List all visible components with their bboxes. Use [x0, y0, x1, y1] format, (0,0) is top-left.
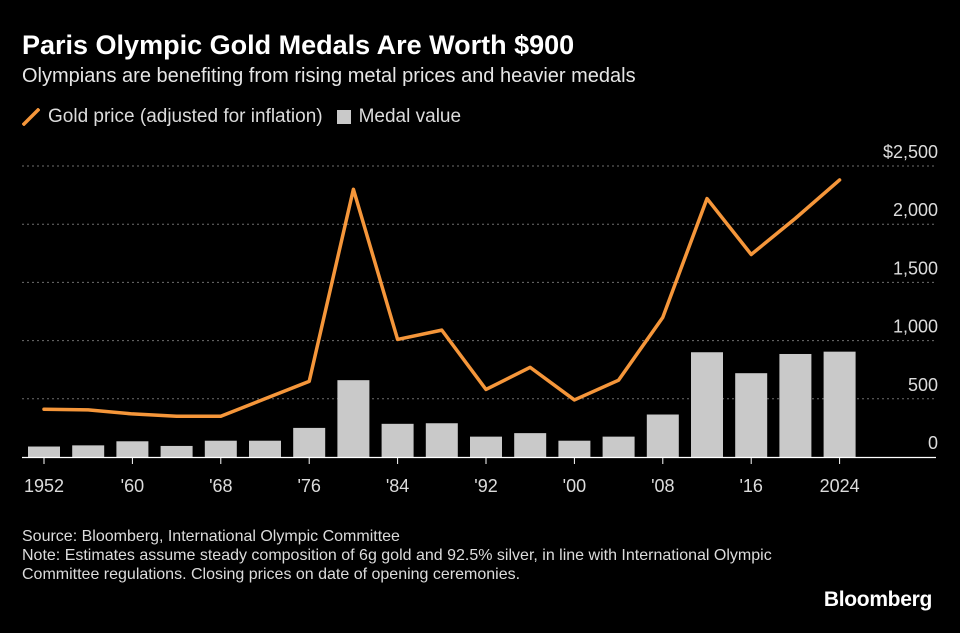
x-tick-label: '68	[209, 476, 232, 496]
y-tick-label: 2,000	[893, 200, 938, 220]
medal-value-bar	[293, 427, 326, 457]
x-tick-label: '92	[474, 476, 497, 496]
source-text: Source: Bloomberg, International Olympic…	[22, 528, 400, 545]
bar-swatch-icon	[336, 110, 351, 124]
legend: Gold price (adjusted for inflation) Meda…	[22, 106, 461, 128]
medal-value-bar	[204, 440, 237, 457]
x-tick-label: '00	[563, 476, 586, 496]
legend-item-gold-price: Gold price (adjusted for inflation)	[22, 106, 323, 128]
medal-value-bar	[470, 436, 502, 457]
bloomberg-logo: Bloomberg	[823, 588, 932, 611]
medal-value-bar	[691, 352, 723, 457]
x-tick-label: 2024	[820, 476, 860, 496]
medal-value-bar	[337, 380, 370, 457]
y-tick-label: 1,500	[893, 258, 938, 278]
x-tick-label: 1952	[24, 476, 64, 496]
medal-value-bar	[514, 433, 547, 457]
chart-subtitle: Olympians are benefiting from rising met…	[22, 65, 636, 87]
note-text: Note: Estimates assume steady compositio…	[22, 547, 772, 583]
medal-value-bar	[602, 436, 635, 457]
medal-value-bar	[735, 373, 768, 457]
medal-value-bar	[381, 423, 414, 457]
y-tick-label: 500	[908, 375, 938, 395]
medal-value-bar	[558, 440, 591, 457]
medal-value-bar	[28, 446, 60, 457]
x-tick-label: '76	[297, 476, 320, 496]
medal-value-bar	[425, 423, 458, 457]
x-tick-label: '60	[121, 476, 144, 496]
x-tick-label: '84	[386, 476, 409, 496]
medal-value-bar	[72, 445, 105, 457]
medal-value-bar	[116, 441, 149, 457]
y-tick-label: 0	[928, 433, 938, 453]
y-tick-label: 1,000	[893, 317, 938, 337]
footer: Source: Bloomberg, International Olympic…	[22, 527, 782, 584]
medal-value-bar	[160, 445, 193, 457]
medal-value-bar	[823, 351, 856, 457]
medal-value-bar	[646, 414, 679, 457]
medal-value-bar	[249, 440, 281, 457]
legend-item-medal-value: Medal value	[336, 106, 462, 128]
chart-title: Paris Olympic Gold Medals Are Worth $900	[22, 30, 575, 60]
legend-label-gold-price: Gold price (adjusted for inflation)	[48, 106, 323, 127]
x-tick-label: '16	[739, 476, 762, 496]
y-tick-label: $2,500	[883, 142, 938, 162]
x-tick-label: '08	[651, 476, 674, 496]
medal-value-bar	[779, 353, 812, 457]
legend-label-medal-value: Medal value	[358, 106, 462, 127]
line-swatch-icon	[22, 108, 40, 126]
